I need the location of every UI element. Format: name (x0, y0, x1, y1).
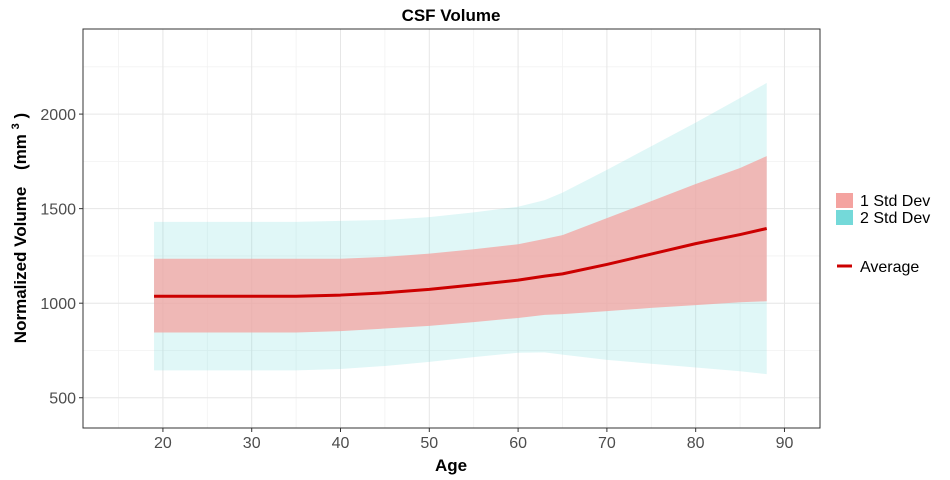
chart-title: CSF Volume (402, 6, 501, 25)
x-tick-label: 50 (420, 435, 438, 452)
y-axis-label-unit: (mm (11, 134, 30, 170)
y-axis-label-main: Normalized Volume (11, 187, 30, 344)
x-axis-ticks: 20 30 40 50 60 70 80 90 (154, 428, 793, 452)
x-axis-label: Age (435, 456, 467, 475)
plot-area (82, 28, 821, 429)
legend-label-2sd: 2 Std Dev (860, 210, 930, 227)
x-tick-label: 40 (332, 435, 350, 452)
bands (154, 82, 767, 375)
line-average (154, 227, 768, 298)
x-tick-label: 60 (509, 435, 527, 452)
x-tick-label: 90 (776, 435, 794, 452)
y-tick-label: 1000 (40, 296, 76, 313)
x-tick-label: 20 (154, 435, 172, 452)
y-axis-label-unit-sup: 3 (10, 123, 22, 129)
x-tick-label: 80 (687, 435, 705, 452)
y-tick-label: 500 (49, 391, 76, 408)
legend: 1 Std Dev 2 Std Dev Average (836, 193, 930, 276)
y-axis-ticks: 500 1000 1500 2000 (40, 107, 83, 408)
y-tick-label: 1500 (40, 202, 76, 219)
plot-border (82, 28, 821, 429)
lines (154, 227, 768, 298)
x-tick-label: 70 (598, 435, 616, 452)
y-axis-label-unit-close: ) (11, 113, 30, 119)
legend-label-1sd: 1 Std Dev (860, 193, 930, 210)
legend-key-2sd (836, 210, 853, 225)
y-axis-label: Normalized Volume (mm 3 ) (4, 113, 30, 343)
legend-label-average: Average (860, 259, 919, 276)
band-1-std-dev (154, 156, 767, 333)
legend-key-1sd (836, 193, 853, 208)
y-tick-label: 2000 (40, 107, 76, 124)
x-tick-label: 30 (243, 435, 261, 452)
